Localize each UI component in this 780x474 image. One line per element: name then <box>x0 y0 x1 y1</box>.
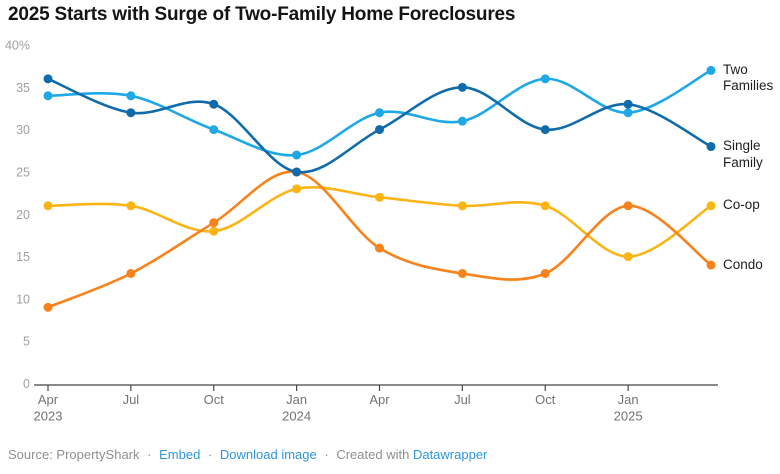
point-single-family <box>126 108 136 118</box>
point-condo <box>375 243 384 253</box>
legend-label-single-family: Single Family <box>723 138 763 170</box>
y-axis-label: 5 <box>23 335 30 349</box>
point-condo <box>540 268 550 278</box>
separator-dot: · <box>207 447 213 462</box>
y-axis-label: 25 <box>16 165 30 179</box>
chart-title: 2025 Starts with Surge of Two-Family Hom… <box>8 4 516 25</box>
point-condo <box>43 302 53 312</box>
point-co-op <box>540 201 550 211</box>
created-with-text: Created with <box>336 447 410 462</box>
x-axis-label: 2024 <box>282 409 311 424</box>
point-single-family <box>209 99 219 109</box>
point-two-families <box>457 116 467 126</box>
legend-label-condo: Condo <box>723 256 763 272</box>
legend-label-co-op: Co-op <box>723 197 760 213</box>
point-two-families <box>126 91 136 101</box>
source-text: Source: PropertyShark <box>8 447 140 462</box>
separator-dot: · <box>147 447 152 462</box>
point-condo <box>457 268 467 278</box>
point-two-families <box>375 108 384 118</box>
point-condo <box>623 201 633 211</box>
embed-link[interactable]: Embed <box>159 447 201 462</box>
point-single-family <box>540 125 550 135</box>
point-two-families <box>540 74 550 84</box>
line-condo <box>46 170 713 309</box>
point-two-families <box>209 125 219 135</box>
y-axis-label: 30 <box>16 123 30 137</box>
point-co-op <box>375 192 384 202</box>
point-co-op <box>623 252 633 262</box>
x-axis-label: Oct <box>535 392 556 407</box>
x-axis-label: Jul <box>454 392 471 407</box>
point-two-families <box>43 91 53 101</box>
y-axis-label: 35 <box>16 81 30 95</box>
separator-dot: · <box>324 447 329 462</box>
point-condo <box>126 268 136 278</box>
download-image-link[interactable]: Download image <box>219 447 317 462</box>
point-condo <box>209 218 219 228</box>
point-co-op <box>209 226 219 236</box>
point-two-families <box>292 150 302 160</box>
y-axis-label: 20 <box>16 208 30 222</box>
x-axis-label: Jan <box>286 392 307 407</box>
chart-footer: Source: PropertyShark · Embed · Download… <box>8 447 487 462</box>
point-single-family <box>457 82 467 92</box>
point-two-families <box>623 108 633 118</box>
legend-label-two-families: Two Families <box>723 61 774 94</box>
point-co-op <box>706 201 716 211</box>
datawrapper-link[interactable]: Datawrapper <box>412 447 488 462</box>
x-axis-label: 2023 <box>34 409 63 424</box>
point-co-op <box>43 201 53 211</box>
point-single-family <box>623 99 633 109</box>
y-axis-label: 10 <box>16 292 30 306</box>
x-axis-label: Apr <box>38 392 59 407</box>
x-axis-label: Jul <box>123 392 140 407</box>
point-single-family <box>375 125 384 135</box>
point-two-families <box>706 65 716 75</box>
point-single-family <box>706 142 716 152</box>
y-axis-label: 0 <box>23 377 30 391</box>
y-axis-label: 15 <box>16 250 30 264</box>
point-co-op <box>292 184 302 194</box>
point-co-op <box>126 201 136 211</box>
x-axis-label: Apr <box>369 392 390 407</box>
point-single-family <box>43 74 53 84</box>
x-axis-label: Oct <box>204 392 225 407</box>
point-condo <box>706 260 716 270</box>
y-axis-label: 40% <box>5 39 30 53</box>
point-single-family <box>292 167 302 177</box>
point-co-op <box>457 201 467 211</box>
x-axis-label: 2025 <box>614 409 643 424</box>
x-axis-label: Jan <box>618 392 639 407</box>
